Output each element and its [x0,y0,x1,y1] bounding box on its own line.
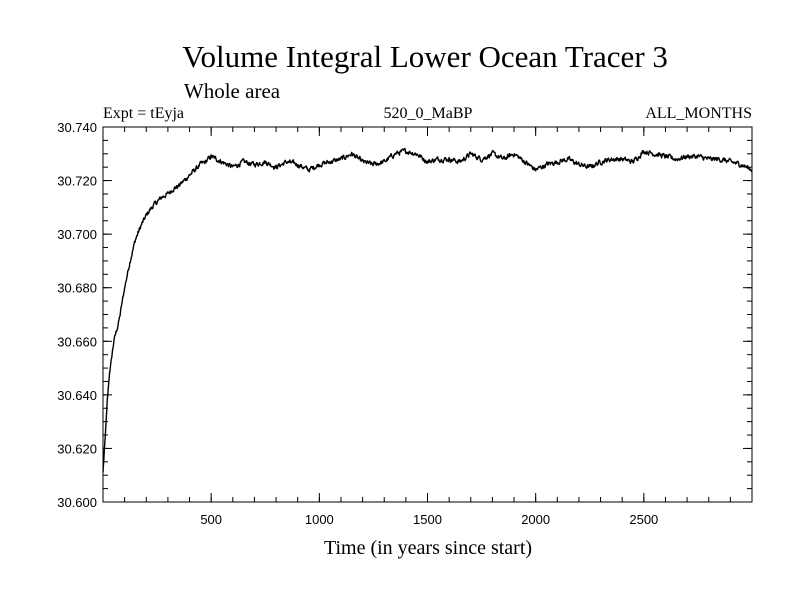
chart-title: Volume Integral Lower Ocean Tracer 3 [182,39,668,74]
y-tick-label: 30.660 [57,334,97,349]
x-tick-label: 500 [200,512,222,527]
axis-layer: 30.600 30.620 30.640 30.660 30.680 30.700 30.7… [57,120,752,527]
season-label: ALL_MONTHS [645,105,752,122]
y-tick-label: 30.720 [57,174,97,189]
plot-area: 30.600 30.620 30.640 30.660 30.680 30.700 30.7… [57,120,753,527]
series-layer [102,147,753,473]
chart-subtitle: Whole area [184,79,281,103]
period-label: 520_0_MaBP [384,105,473,122]
x-axis-label: Time (in years since start) [324,537,532,559]
y-tick-label: 30.740 [57,120,97,135]
y-tick-label: 30.640 [57,388,97,403]
x-tick-label: 2000 [521,512,550,527]
y-tick-label: 30.680 [57,281,97,296]
series-line [102,147,753,473]
expt-label: Expt = tEyja [103,105,184,122]
x-tick-label: 1500 [413,512,442,527]
x-tick-label: 1000 [305,512,334,527]
y-tick-label: 30.600 [57,495,97,510]
y-tick-label: 30.700 [57,227,97,242]
y-tick-label: 30.620 [57,441,97,456]
plot-frame [102,126,753,503]
x-tick-label: 2500 [629,512,658,527]
